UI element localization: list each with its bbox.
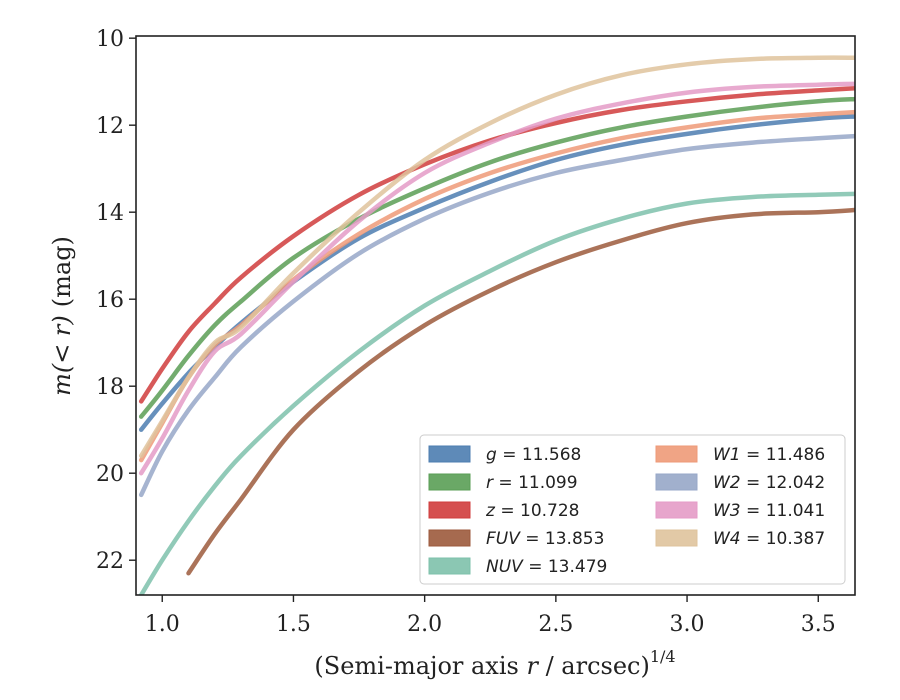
legend-series-value: 12.042 <box>766 473 825 493</box>
legend-label-g: g = 11.568 <box>486 445 581 465</box>
y-tick-label: 12 <box>96 114 124 139</box>
legend: g = 11.568 r = 11.099 z = 10.728 FUV = 13.8… <box>419 434 846 585</box>
y-tick-label: 10 <box>96 27 124 52</box>
legend-label-w4: W4 = 10.387 <box>713 529 825 549</box>
legend-swatch-nuv <box>428 557 471 575</box>
x-axis-label: (Semi-major axis r / arcsec)1/4 <box>314 647 675 680</box>
legend-series-name: W4 <box>713 529 741 549</box>
legend-series-name: W2 <box>713 473 741 493</box>
legend-label-r: r = 11.099 <box>486 473 578 493</box>
legend-equals: = <box>520 529 545 549</box>
x-axis-label-post: / arcsec) <box>538 652 650 680</box>
legend-swatch-w3 <box>655 501 698 519</box>
legend-equals: = <box>741 473 766 493</box>
legend-equals: = <box>741 501 766 521</box>
legend-series-value: 11.486 <box>766 445 825 465</box>
legend-series-name: r <box>486 473 494 493</box>
y-axis-label-unit: (mag) <box>48 236 76 307</box>
x-tick-label: 3.0 <box>670 612 705 637</box>
x-tick-label: 3.5 <box>801 612 836 637</box>
legend-equals: = <box>741 529 766 549</box>
series-line-fuv <box>186 207 855 576</box>
legend-series-name: W3 <box>713 501 741 521</box>
legend-equals: = <box>495 501 520 521</box>
y-tick-label: 20 <box>96 462 124 487</box>
series-layer <box>138 55 855 595</box>
legend-label-w3: W3 = 11.041 <box>713 501 825 521</box>
legend-swatch-g <box>428 445 471 463</box>
series-line-w2 <box>138 133 855 498</box>
y-tick-label: 18 <box>96 375 124 400</box>
legend-series-value: 13.853 <box>545 529 604 549</box>
x-axis-label-pre: (Semi-major axis <box>314 652 526 680</box>
legend-label-w1: W1 = 11.486 <box>713 445 825 465</box>
legend-label-w2: W2 = 12.042 <box>713 473 825 493</box>
legend-swatch-r <box>428 473 471 491</box>
legend-series-value: 10.387 <box>766 529 825 549</box>
legend-series-name: FUV <box>486 529 521 549</box>
legend-label-nuv: NUV = 13.479 <box>486 557 607 577</box>
legend-swatch-w4 <box>655 529 698 547</box>
legend-series-name: g <box>486 445 497 465</box>
legend-swatch-w2 <box>655 473 698 491</box>
plot-frame <box>135 35 856 596</box>
legend-series-value: 11.041 <box>766 501 825 521</box>
series-line-z <box>138 85 855 404</box>
y-tick-label: 16 <box>96 288 124 313</box>
series-line-w4 <box>138 55 855 459</box>
x-tick-label: 1.5 <box>276 612 311 637</box>
x-axis-label-var: r <box>526 652 539 680</box>
legend-swatch-w1 <box>655 445 698 463</box>
series-line-r <box>138 96 855 419</box>
series-line-w3 <box>138 81 855 476</box>
legend-series-value: 11.568 <box>522 445 581 465</box>
series-line-nuv <box>138 191 855 595</box>
x-tick-label: 1.0 <box>145 612 180 637</box>
y-tick-label: 14 <box>96 201 124 226</box>
legend-swatch-fuv <box>428 529 471 547</box>
legend-series-name: W1 <box>713 445 741 465</box>
legend-label-fuv: FUV = 13.853 <box>486 529 604 549</box>
y-axis-label: m(< r) (mag) <box>48 236 76 396</box>
legend-frame <box>419 434 846 585</box>
legend-equals: = <box>741 445 766 465</box>
legend-series-name: z <box>485 501 496 521</box>
legend-equals: = <box>497 445 522 465</box>
x-axis-label-exponent: 1/4 <box>650 647 676 666</box>
legend-label-z: z = 10.728 <box>485 501 579 521</box>
legend-equals: = <box>493 473 518 493</box>
legend-series-value: 13.479 <box>548 557 607 577</box>
legend-series-value: 10.728 <box>520 501 579 521</box>
y-axis: 10 12 14 16 18 20 22 <box>96 27 136 574</box>
x-tick-label: 2.0 <box>407 612 442 637</box>
legend-equals: = <box>523 557 548 577</box>
y-axis-label-var: m(< r) <box>48 315 76 396</box>
legend-series-value: 11.099 <box>518 473 577 493</box>
y-tick-label: 22 <box>96 549 124 574</box>
x-tick-label: 2.5 <box>538 612 573 637</box>
legend-swatch-z <box>428 501 471 519</box>
legend-series-name: NUV <box>486 557 524 577</box>
x-axis: 1.0 1.5 2.0 2.5 3.0 3.5 <box>145 595 836 637</box>
